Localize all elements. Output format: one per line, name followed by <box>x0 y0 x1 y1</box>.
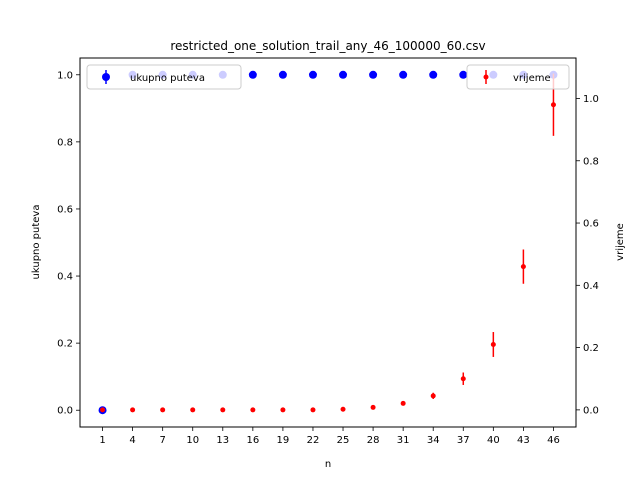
legend-left: ukupno puteva <box>86 64 242 90</box>
series-vrijeme <box>100 73 556 413</box>
y-tick-label-left: 0.6 <box>57 204 73 215</box>
y-tick-label-left: 0.8 <box>57 137 73 148</box>
x-tick-label: 16 <box>246 435 259 446</box>
x-tick-label: 34 <box>427 435 440 446</box>
y-tick-label-right: 0.0 <box>583 405 599 416</box>
data-point <box>160 407 166 413</box>
x-tick-label: 4 <box>129 435 135 446</box>
x-tick-label: 19 <box>277 435 290 446</box>
data-point <box>429 70 438 79</box>
y-tick-label-left: 0.2 <box>57 339 73 350</box>
data-point <box>460 376 466 382</box>
data-point <box>340 406 346 412</box>
y-tick-label-right: 0.8 <box>583 156 599 167</box>
legend-left-marker <box>102 73 110 81</box>
x-tick-label: 31 <box>397 435 410 446</box>
y-tick-label-right: 1.0 <box>583 94 599 105</box>
data-point <box>310 407 316 413</box>
data-point <box>278 70 287 79</box>
plot-area: 1 4 7 10 13 16 19 22 25 28 31 34 37 40 43 46 0.0 0.2 0.4 0.… <box>57 70 599 446</box>
data-point <box>459 70 468 79</box>
data-point <box>370 404 376 410</box>
plot-frame <box>79 57 577 428</box>
chart-title: restricted_one_solution_trail_any_46_100… <box>170 39 485 53</box>
x-axis-label: n <box>325 459 331 470</box>
x-tick-label: 10 <box>186 435 199 446</box>
y-tick-label-left: 1.0 <box>57 70 73 81</box>
legend-left-box <box>86 64 242 90</box>
x-tick-label: 40 <box>487 435 500 446</box>
x-tick-label: 25 <box>337 435 350 446</box>
data-point <box>190 407 196 413</box>
x-tick-label: 28 <box>367 435 380 446</box>
y-axis-label-right: vrijeme <box>615 223 626 261</box>
legend-right-box <box>466 64 570 90</box>
data-point <box>280 407 286 413</box>
data-point <box>520 264 526 270</box>
data-point <box>248 70 257 79</box>
data-point <box>430 393 436 399</box>
x-tick-label: 46 <box>547 435 560 446</box>
legend-right: vrijeme <box>466 64 570 90</box>
data-point <box>369 70 378 79</box>
y-tick-label-left: 0.0 <box>57 406 73 417</box>
data-point <box>399 70 408 79</box>
x-tick-label: 1 <box>99 435 105 446</box>
x-tick-label: 7 <box>159 435 165 446</box>
data-point <box>220 407 226 413</box>
legend-right-label: vrijeme <box>513 73 551 84</box>
data-point <box>130 407 136 413</box>
y-tick-label-right: 0.2 <box>583 343 599 354</box>
x-tick-label: 43 <box>517 435 530 446</box>
data-point <box>490 341 496 347</box>
legend-right-marker <box>483 74 489 80</box>
y-axis-label-left: ukupno puteva <box>31 205 42 280</box>
y-tick-label-right: 0.4 <box>583 281 599 292</box>
legend-left-label: ukupno puteva <box>130 73 205 84</box>
y-tick-label-right: 0.6 <box>583 219 599 230</box>
data-point <box>308 70 317 79</box>
x-tick-label: 13 <box>216 435 229 446</box>
x-tick-label: 37 <box>457 435 470 446</box>
data-point <box>400 400 406 406</box>
data-point <box>100 407 106 413</box>
data-point <box>339 70 348 79</box>
data-point <box>250 407 256 413</box>
y-tick-label-left: 0.4 <box>57 272 73 283</box>
x-tick-label: 22 <box>307 435 320 446</box>
data-point <box>550 102 556 108</box>
